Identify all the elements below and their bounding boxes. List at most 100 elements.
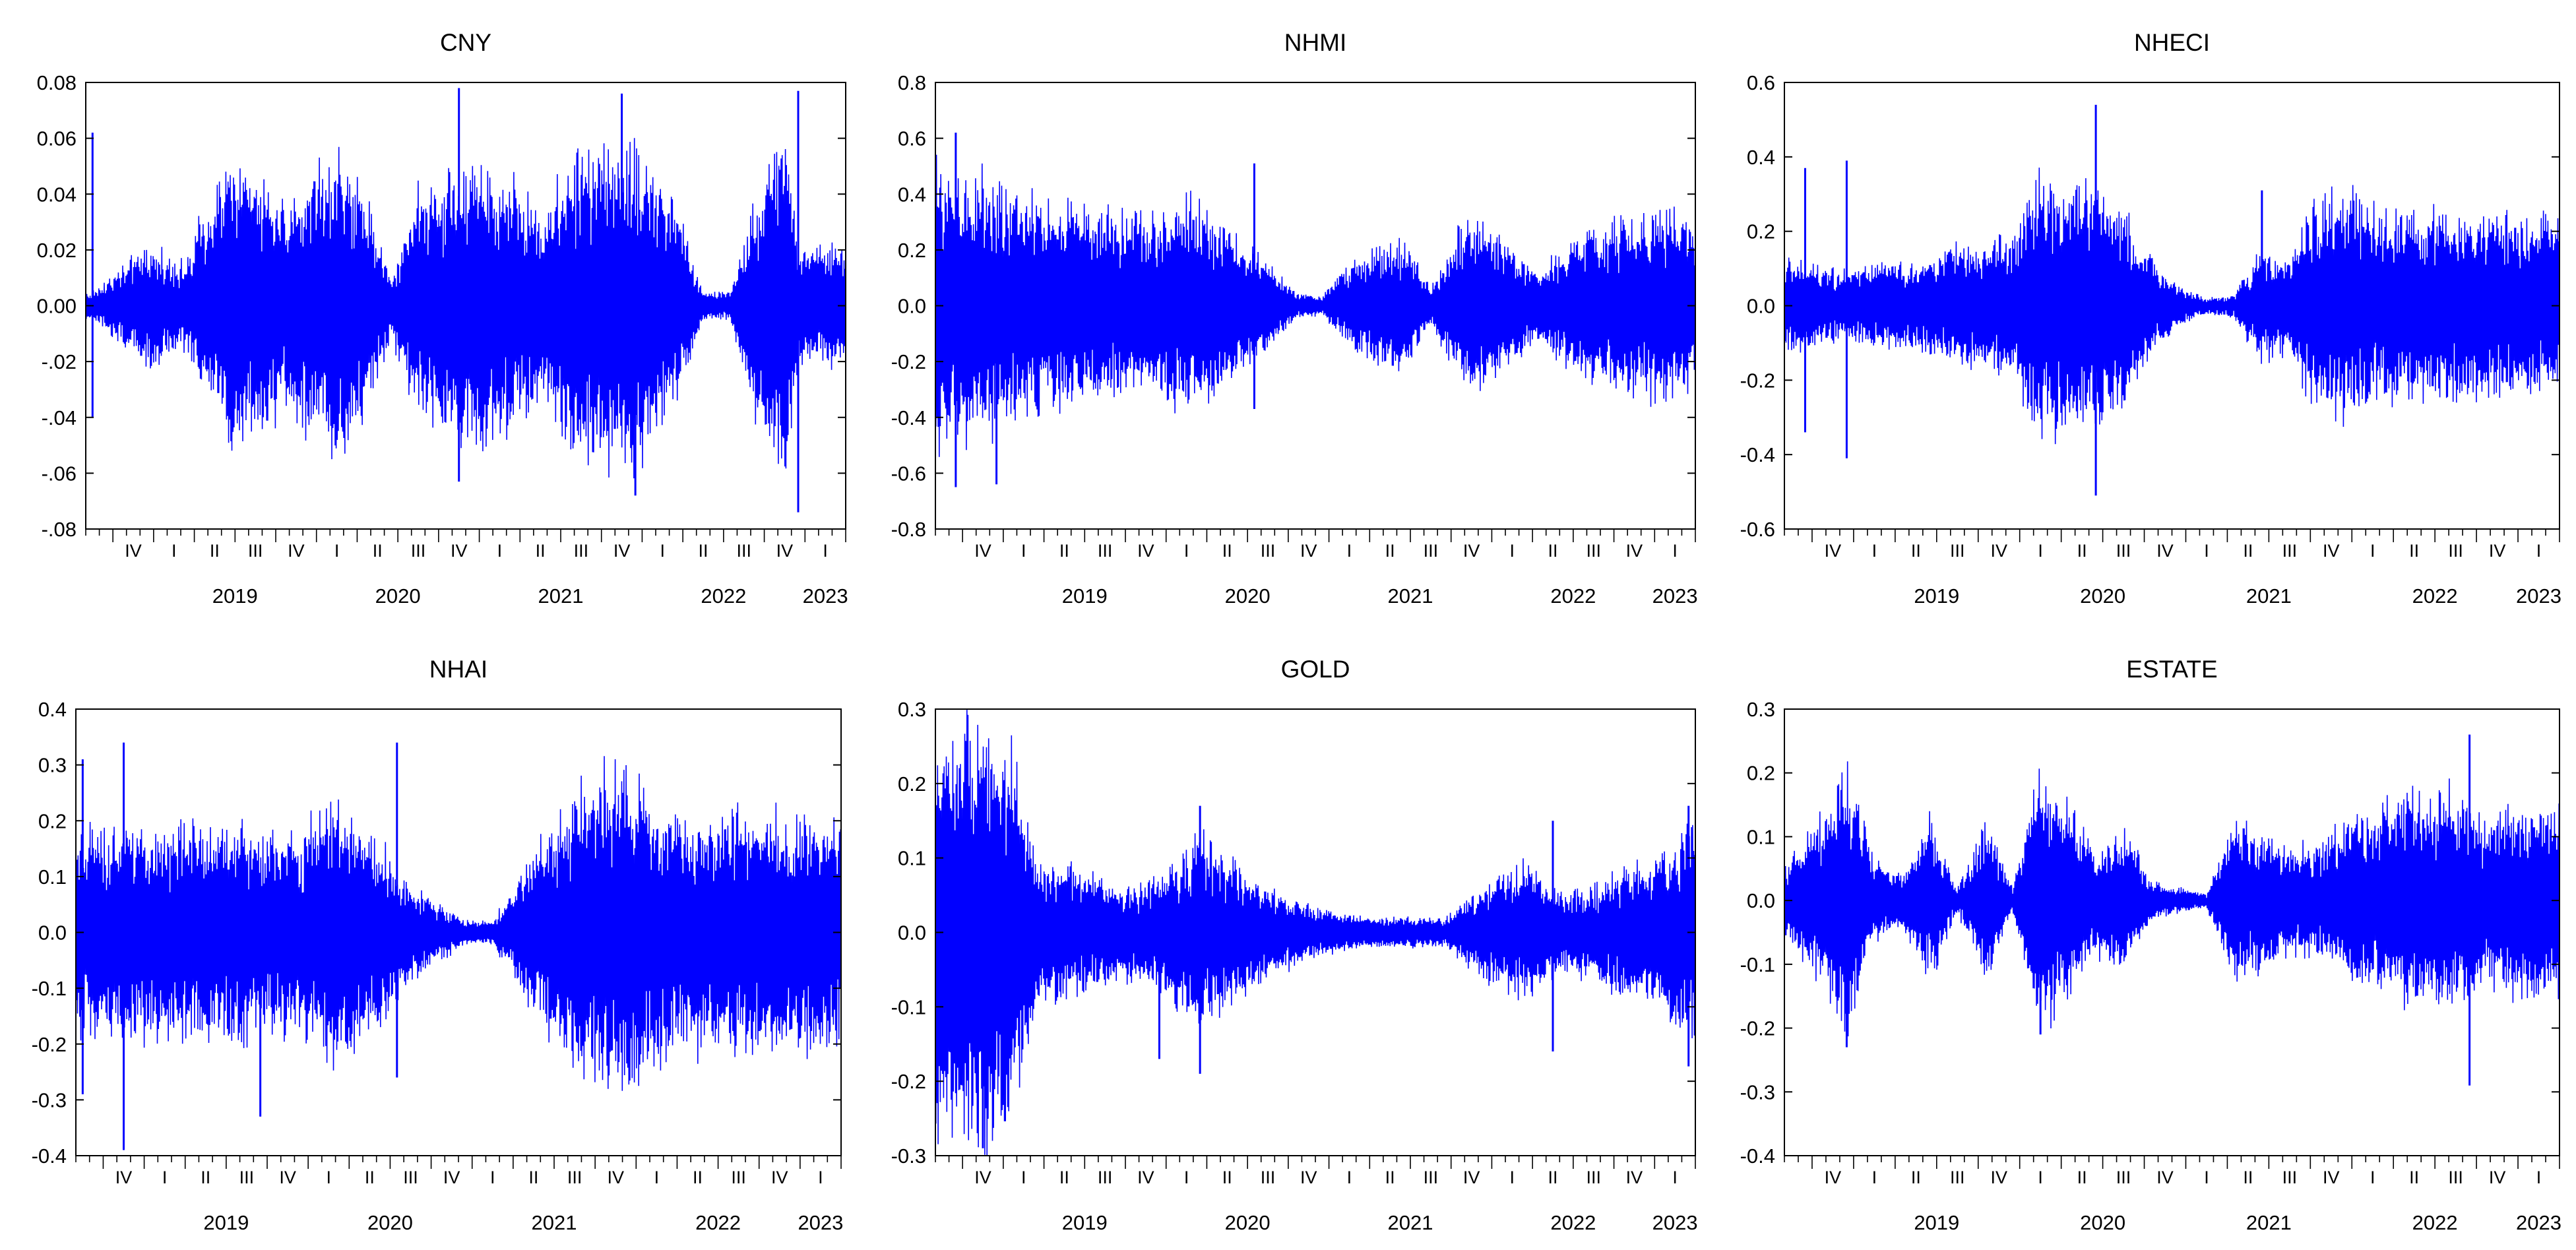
quarter-label: I [1510,541,1515,561]
y-tick-label: 0.3 [898,698,926,721]
quarter-label: II [2077,541,2087,561]
quarter-label: I [1872,541,1877,561]
quarter-label: IV [1300,1168,1317,1187]
year-label: 2020 [367,1211,413,1234]
panel-title: NHECI [2134,29,2210,56]
quarter-label: I [1184,1168,1189,1187]
y-tick-label: -0.2 [1740,1017,1775,1040]
series-line [935,154,1695,457]
quarter-label: III [736,541,751,561]
quarter-label: IV [1825,541,1842,561]
quarter-label: IV [1300,541,1317,561]
year-label: 2023 [2516,1211,2561,1234]
quarter-label: I [326,1168,331,1187]
quarter-label: I [1672,541,1678,561]
quarter-label: IV [443,1168,460,1187]
quarter-label: III [2282,541,2298,561]
y-tick-label: 0.6 [898,127,926,150]
y-tick-label: 0.1 [898,847,926,870]
year-label: 2020 [1225,1211,1271,1234]
quarter-label: I [1021,1168,1026,1187]
year-label: 2021 [532,1211,577,1234]
y-tick-label: 0.04 [37,183,77,206]
y-tick-label: -0.4 [1740,443,1775,466]
y-tick-label: -0.8 [891,518,926,541]
quarter-label: I [2536,541,2542,561]
quarter-label: II [2409,541,2419,561]
quarter-label: I [1184,541,1189,561]
quarter-label: I [1872,1168,1877,1187]
y-tick-label: -0.4 [1740,1144,1775,1168]
quarter-label: IV [451,541,468,561]
y-tick-label: -0.3 [891,1144,926,1168]
quarter-label: III [1424,1168,1439,1187]
quarter-label: I [2370,1168,2375,1187]
y-tick-label: -0.3 [32,1088,67,1111]
year-label: 2020 [375,584,421,608]
quarter-label: III [403,1168,418,1187]
year-label: 2019 [1062,1211,1108,1234]
quarter-label: IV [1463,1168,1480,1187]
y-tick-label: -0.2 [891,350,926,373]
y-tick-label: 0.8 [898,71,926,94]
year-label: 2022 [1550,584,1596,608]
panel-title: CNY [440,29,491,56]
quarter-label: I [1347,1168,1352,1187]
y-tick-label: -0.2 [891,1070,926,1093]
quarter-label: II [2077,1168,2087,1187]
quarter-label: IV [1626,541,1643,561]
quarter-label: III [574,541,589,561]
y-tick-label: 0.3 [1747,698,1775,721]
y-tick-label: 0.06 [37,127,77,150]
y-tick-label: -.02 [42,350,77,373]
y-tick-label: -0.2 [1740,369,1775,392]
quarter-label: III [1586,541,1601,561]
quarter-label: II [201,1168,210,1187]
year-label: 2022 [701,584,746,608]
quarter-label: I [490,1168,495,1187]
quarter-label: IV [1463,541,1480,561]
y-tick-label: -0.4 [891,406,926,429]
y-tick-label: 0.3 [38,754,67,777]
year-label: 2023 [2516,584,2561,608]
quarter-label: IV [1626,1168,1643,1187]
y-tick-label: 0.4 [898,183,926,206]
quarter-label: III [2448,541,2463,561]
quarter-label: III [1950,1168,1965,1187]
y-tick-label: -0.1 [1740,953,1775,976]
y-tick-label: 0.00 [37,295,77,318]
quarter-label: I [823,541,828,561]
quarter-label: I [1672,1168,1678,1187]
quarter-label: IV [125,541,142,561]
quarter-label: IV [974,1168,991,1187]
quarter-label: I [172,541,177,561]
year-label: 2021 [1388,1211,1433,1234]
quarter-label: II [1548,541,1557,561]
quarter-label: I [1510,1168,1515,1187]
panel-title: NHMI [1284,29,1347,56]
y-tick-label: 0.0 [898,295,926,318]
quarter-label: IV [771,1168,788,1187]
y-tick-label: -0.4 [32,1144,67,1168]
quarter-label: III [1950,541,1965,561]
year-label: 2021 [2246,584,2292,608]
quarter-label: I [497,541,503,561]
year-label: 2019 [1914,584,1959,608]
year-label: 2020 [2080,584,2125,608]
quarter-label: II [365,1168,375,1187]
y-tick-label: 0.0 [898,922,926,945]
quarter-label: II [1222,541,1232,561]
year-label: 2022 [1550,1211,1596,1234]
y-tick-label: 0.0 [1747,295,1775,318]
quarter-label: III [2116,541,2131,561]
series-line [86,138,846,479]
quarter-label: III [1424,541,1439,561]
y-tick-label: 0.2 [1747,762,1775,785]
y-tick-label: 0.2 [898,239,926,262]
year-label: 2021 [2246,1211,2292,1234]
quarter-label: III [248,541,263,561]
panel-title: NHAI [429,656,487,683]
